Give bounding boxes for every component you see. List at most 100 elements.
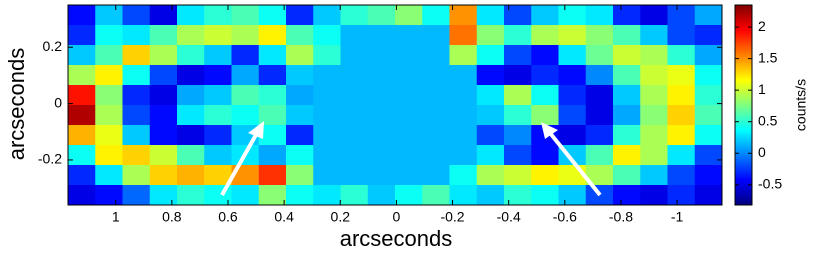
heatmap-cell xyxy=(694,145,723,166)
heatmap-cell xyxy=(667,5,696,26)
heatmap-cell xyxy=(367,65,396,86)
colorbar-swatch xyxy=(735,19,752,22)
heatmap-cell xyxy=(313,105,341,126)
colorbar-swatch xyxy=(735,35,752,38)
colorbar-swatch xyxy=(735,93,752,96)
colorbar-swatch xyxy=(735,39,752,42)
colorbar-title: counts/s xyxy=(793,79,809,131)
heatmap-cell xyxy=(613,85,641,106)
colorbar-swatch xyxy=(735,191,752,194)
heatmap-cell xyxy=(367,145,396,166)
heatmap-cell xyxy=(476,185,505,206)
heatmap-cell xyxy=(613,65,641,86)
heatmap-cell xyxy=(340,25,369,46)
heatmap-cell xyxy=(613,145,641,166)
heatmap-cell xyxy=(68,85,96,106)
heatmap-cell xyxy=(367,105,396,126)
colorbar-swatch xyxy=(735,169,752,172)
heatmap-cell xyxy=(504,165,532,186)
heatmap-cell xyxy=(367,5,396,26)
heatmap-cell xyxy=(149,185,178,206)
colorbar-swatch xyxy=(735,65,752,68)
arrow-head xyxy=(541,122,558,139)
heatmap-cell xyxy=(694,105,723,126)
heatmap-cell xyxy=(640,25,668,46)
heatmap-cell xyxy=(122,165,151,186)
colorbar-swatch xyxy=(735,37,752,40)
heatmap-cell xyxy=(449,25,478,46)
colorbar-swatch xyxy=(735,101,752,104)
heatmap-cell xyxy=(558,45,587,66)
heatmap-cell xyxy=(149,25,178,46)
colorbar-swatch xyxy=(735,61,752,64)
colorbar-swatch xyxy=(735,17,752,20)
heatmap-cell xyxy=(449,105,478,126)
heatmap-cell xyxy=(667,65,696,86)
colorbar-swatch xyxy=(735,69,752,72)
colorbar-swatch xyxy=(735,159,752,162)
heatmap-cell xyxy=(95,5,123,26)
heatmap-cell xyxy=(422,145,450,166)
heatmap-cell xyxy=(286,165,314,186)
colorbar-swatch xyxy=(735,21,752,24)
heatmap-cell xyxy=(149,45,178,66)
x-tick-label: 1 xyxy=(112,209,120,225)
heatmap-cell xyxy=(149,5,178,26)
heatmap-cell xyxy=(640,105,668,126)
heatmap-cell xyxy=(613,165,641,186)
heatmap-cell xyxy=(68,185,96,206)
heatmap-cell xyxy=(95,85,123,106)
heatmap-cell xyxy=(313,45,341,66)
colorbar-swatch xyxy=(735,67,752,70)
arrow xyxy=(220,132,259,196)
heatmap-cell xyxy=(613,5,641,26)
heatmap-cell xyxy=(585,85,614,106)
heatmap-cell xyxy=(231,165,260,186)
heatmap-cell xyxy=(640,185,668,206)
arrows xyxy=(220,121,602,197)
colorbar-swatch xyxy=(735,15,752,18)
colorbar-swatch xyxy=(735,97,752,100)
colorbar-swatch xyxy=(735,23,752,26)
heatmap-cell xyxy=(558,85,587,106)
heatmap-cell xyxy=(558,5,587,26)
colorbar-swatch xyxy=(735,45,752,48)
heatmap-cell xyxy=(258,65,287,86)
heatmap-cell xyxy=(95,65,123,86)
heatmap-cell xyxy=(640,145,668,166)
heatmap-cell xyxy=(395,65,423,86)
heatmap-cell xyxy=(395,165,423,186)
heatmap xyxy=(68,5,723,206)
heatmap-cell xyxy=(177,85,205,106)
heatmap-cell xyxy=(613,45,641,66)
colorbar-swatch xyxy=(735,29,752,32)
heatmap-cell xyxy=(585,25,614,46)
heatmap-cell xyxy=(667,125,696,146)
x-tick-label: 0.6 xyxy=(218,209,238,225)
colorbar-swatch xyxy=(735,49,752,52)
heatmap-cell xyxy=(531,85,559,106)
heatmap-cell xyxy=(95,105,123,126)
heatmap-cell xyxy=(286,85,314,106)
colorbar-swatch xyxy=(735,105,752,108)
colorbar-swatch xyxy=(735,7,752,10)
heatmap-cell xyxy=(694,165,723,186)
colorbar-swatch xyxy=(735,145,752,148)
heatmap-cell xyxy=(340,125,369,146)
colorbar-swatch xyxy=(735,137,752,140)
heatmap-cell xyxy=(95,25,123,46)
colorbar-frame xyxy=(734,4,753,206)
heatmap-cell xyxy=(694,125,723,146)
heatmap-cell xyxy=(476,5,505,26)
colorbar-swatch xyxy=(735,63,752,66)
colorbar-swatch xyxy=(735,85,752,88)
heatmap-cell xyxy=(95,125,123,146)
colorbar-tick-label: 2 xyxy=(758,18,766,34)
heatmap-cell xyxy=(504,85,532,106)
heatmap-cell xyxy=(313,185,341,206)
heatmap-cell xyxy=(231,185,260,206)
heatmap-cell xyxy=(367,85,396,106)
heatmap-cell xyxy=(640,45,668,66)
colorbar-swatch xyxy=(735,47,752,50)
heatmap-cell xyxy=(640,85,668,106)
